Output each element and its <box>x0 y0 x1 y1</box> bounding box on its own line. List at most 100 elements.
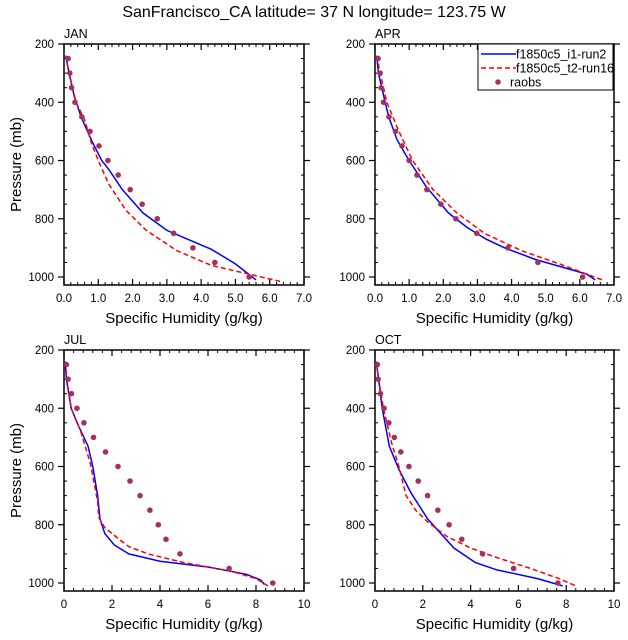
figure-title: SanFrancisco_CA latitude= 37 N longitude… <box>122 4 506 21</box>
x-axis-title: Specific Humidity (g/kg) <box>416 616 574 633</box>
panel-label: JUL <box>64 333 86 347</box>
raobs-point <box>127 478 133 484</box>
series-layer <box>64 55 281 283</box>
series-line-t2-run16 <box>64 55 281 283</box>
series-line-i1-run2 <box>375 361 563 587</box>
raobs-point <box>375 55 381 62</box>
y-tick-label: 400 <box>346 403 365 415</box>
y-tick-label: 600 <box>35 156 54 168</box>
raobs-point <box>473 230 480 237</box>
raobs-point <box>375 376 381 382</box>
raobs-point <box>414 172 420 178</box>
plot-frame <box>374 349 615 592</box>
raobs-point <box>535 259 541 266</box>
x-tick-label: 7.0 <box>606 293 622 305</box>
raobs-point <box>115 172 121 178</box>
raobs-point <box>139 201 145 207</box>
x-tick-label: 2 <box>420 599 426 611</box>
raobs-point <box>68 84 75 91</box>
raobs-point <box>392 128 399 135</box>
legend-entry-label: f1850c5_i1-run2 <box>516 48 606 62</box>
x-tick-label: 0.0 <box>367 293 383 305</box>
raobs-point <box>81 420 87 426</box>
panel-jul: 0 2 4 6 8 10 200 400 600 800 1000 JUL Specific Humid… <box>8 333 310 633</box>
y-tick-label: 600 <box>346 156 365 168</box>
x-tick-label: 5.0 <box>538 293 554 305</box>
raobs-point <box>386 420 392 426</box>
series-line-t2-run16 <box>375 55 605 282</box>
y-tick-label: 200 <box>346 345 365 357</box>
raobs-point <box>406 157 412 164</box>
raobs-point <box>105 157 111 164</box>
raobs-point <box>399 143 405 149</box>
panel-jan: 0.0 1.0 2.0 3.0 4.0 5.0 6.0 7.0 200 400 600 800 1000… <box>8 27 312 327</box>
raobs-point <box>446 521 452 528</box>
y-tick-label: 800 <box>35 520 54 532</box>
raobs-point <box>177 551 183 557</box>
raobs-point <box>505 245 511 251</box>
raobs-point <box>90 434 97 441</box>
raobs-point <box>79 114 85 120</box>
x-axis-title: Specific Humidity (g/kg) <box>105 616 263 633</box>
raobs-point <box>381 405 387 412</box>
raobs-point <box>510 565 517 572</box>
y-axis-title: Pressure (mb) <box>8 117 25 212</box>
x-tick-label: 0.0 <box>56 293 72 305</box>
raobs-point <box>64 361 70 368</box>
raobs-point <box>163 536 169 543</box>
x-tick-label: 7.0 <box>296 293 312 305</box>
x-tick-label: 6 <box>205 599 211 611</box>
y-tick-label: 1000 <box>339 272 365 284</box>
series-layer <box>64 361 276 587</box>
y-axis-title: Pressure (mb) <box>8 423 25 518</box>
raobs-point <box>102 449 109 455</box>
raobs-point <box>147 507 153 513</box>
raobs-point <box>579 274 586 280</box>
raobs-point <box>398 449 404 455</box>
raobs-point <box>127 186 133 193</box>
y-tick-label: 400 <box>35 97 54 109</box>
raobs-point <box>65 55 71 62</box>
x-tick-label: 5.0 <box>227 293 243 305</box>
y-tick-label: 1000 <box>28 272 54 284</box>
y-tick-label: 1000 <box>28 578 54 590</box>
raobs-point <box>65 376 71 382</box>
y-tick-label: 200 <box>346 39 365 51</box>
panel-label: APR <box>375 27 401 41</box>
raobs-point <box>270 580 276 586</box>
x-tick-label: 4.0 <box>193 293 209 305</box>
raobs-point <box>415 478 422 484</box>
panel-label: JAN <box>64 27 88 41</box>
y-tick-label: 200 <box>35 345 54 357</box>
raobs-point <box>391 434 398 441</box>
x-tick-label: 6.0 <box>572 293 588 305</box>
x-tick-label: 2.0 <box>125 293 141 305</box>
raobs-point <box>378 84 384 91</box>
x-tick-label: 2.0 <box>435 293 451 305</box>
series-line-i1-run2 <box>64 55 257 281</box>
raobs-point <box>96 143 102 149</box>
raobs-point <box>212 259 218 266</box>
y-tick-label: 800 <box>35 214 54 226</box>
series-line-i1-run2 <box>375 55 596 281</box>
raobs-point <box>406 463 412 470</box>
x-tick-label: 1.0 <box>401 293 417 305</box>
raobs-point <box>170 230 177 237</box>
raobs-point <box>479 551 486 557</box>
raobs-point <box>380 99 387 106</box>
x-tick-label: 2 <box>109 599 115 611</box>
x-tick-label: 3.0 <box>469 293 485 305</box>
x-tick-label: 4 <box>157 599 164 611</box>
x-tick-label: 1.0 <box>90 293 106 305</box>
raobs-point <box>377 390 384 397</box>
panel-oct: 0 2 4 6 8 10 200 400 600 800 1000 OCT Specific Humid… <box>339 333 620 633</box>
y-tick-label: 800 <box>346 520 365 532</box>
x-tick-label: 6.0 <box>262 293 278 305</box>
x-tick-label: 3.0 <box>159 293 175 305</box>
raobs-point <box>246 274 252 280</box>
raobs-point <box>74 405 80 412</box>
x-tick-label: 0 <box>61 599 67 611</box>
raobs-point <box>154 215 161 222</box>
series-line-t2-run16 <box>64 361 269 587</box>
